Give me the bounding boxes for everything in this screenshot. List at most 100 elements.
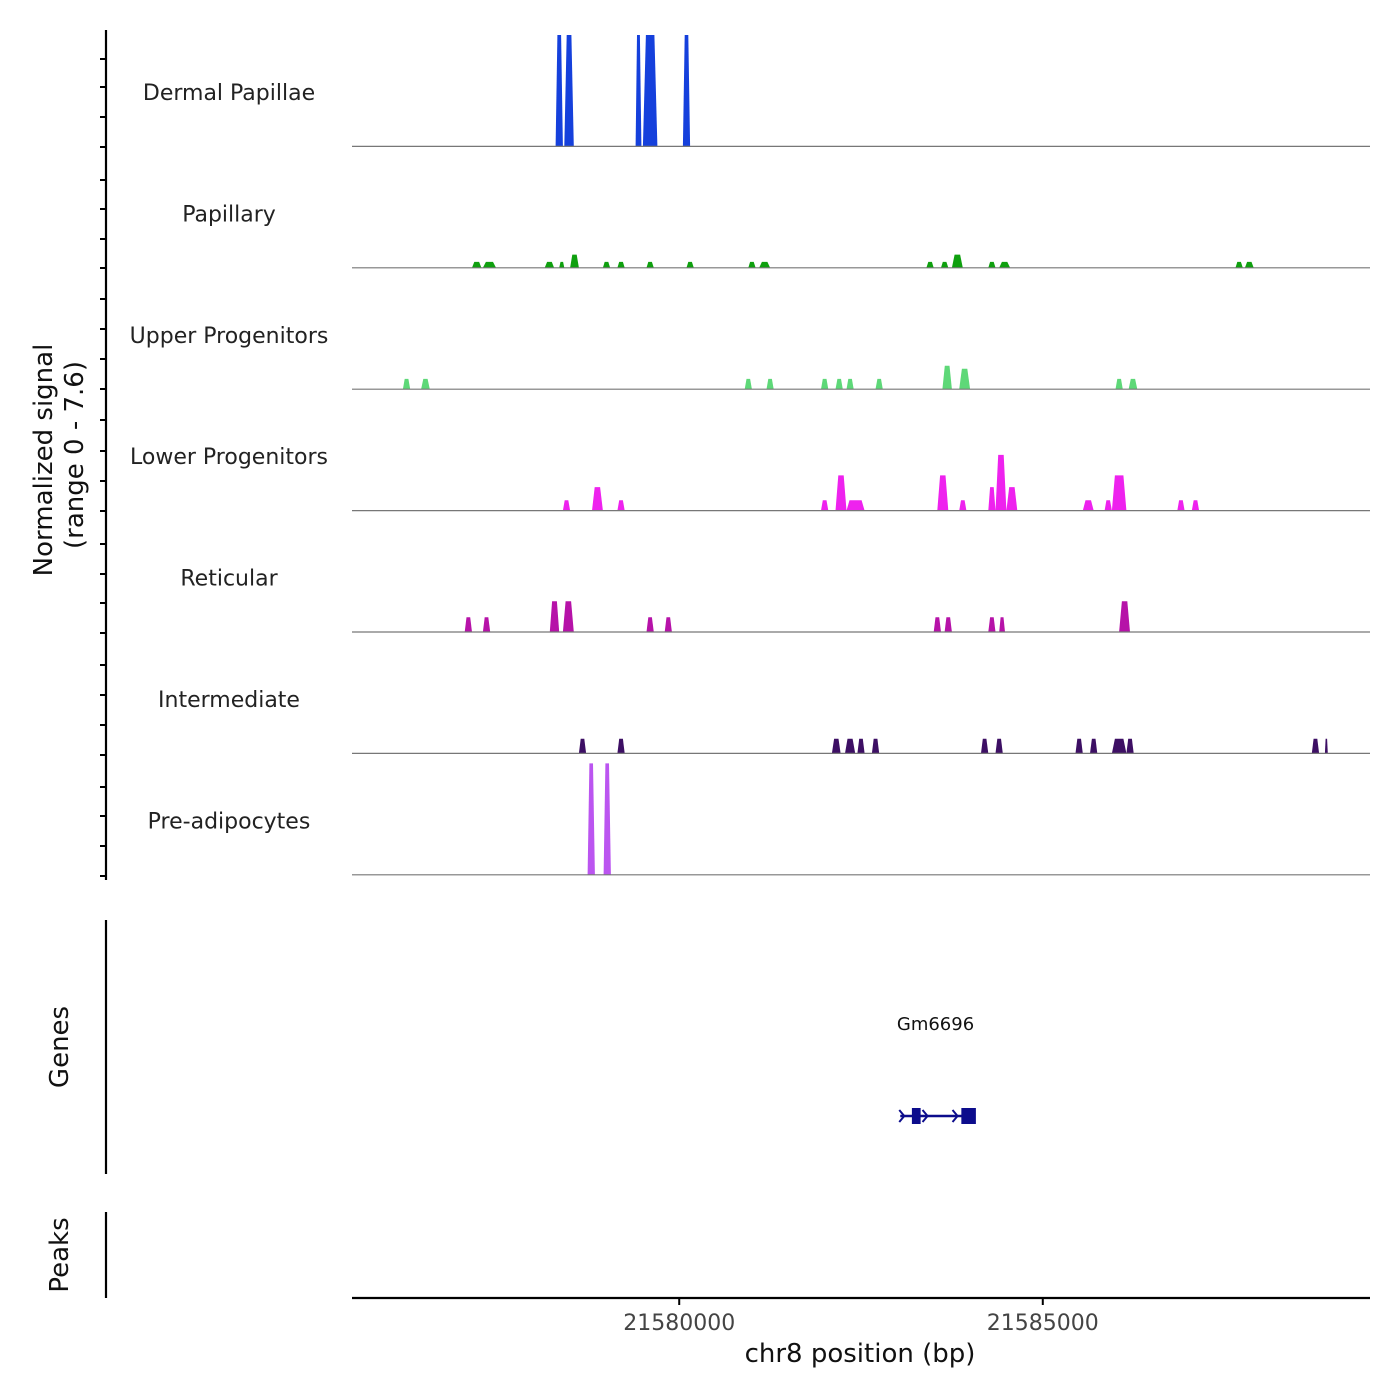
- track-intermediate: Intermediate: [158, 688, 1370, 755]
- peak-intermediate-7: [995, 738, 1003, 754]
- peak-dermal-papillae-3: [642, 35, 658, 147]
- peak-lower-progenitors-12: [1104, 500, 1112, 511]
- y-axis-title: Normalized signal: [29, 344, 59, 577]
- x-axis-ticks: 21580000 21585000: [623, 1298, 1099, 1336]
- peak-intermediate-12: [1311, 738, 1320, 754]
- peak-upper-progenitors-3: [766, 378, 774, 390]
- peak-dermal-papillae-4: [682, 35, 691, 147]
- peak-intermediate-2: [831, 738, 841, 754]
- peak-lower-progenitors-10: [1006, 487, 1018, 511]
- track-label-intermediate: Intermediate: [158, 688, 300, 713]
- peak-upper-progenitors-7: [875, 378, 883, 390]
- peak-papillary-12: [941, 261, 949, 268]
- x-axis-title: chr8 position (bp): [745, 1339, 976, 1369]
- peak-papillary-13: [951, 254, 963, 268]
- peak-reticular-10: [1119, 601, 1130, 632]
- peak-papillary-0: [472, 261, 482, 268]
- peak-lower-progenitors-15: [1191, 500, 1200, 511]
- peak-intermediate-11: [1126, 738, 1134, 754]
- peak-papillary-4: [570, 254, 579, 268]
- peak-reticular-0: [464, 617, 472, 632]
- peak-lower-progenitors-6: [937, 475, 949, 511]
- peak-reticular-5: [664, 617, 672, 632]
- peak-lower-progenitors-2: [617, 500, 625, 511]
- genes-panel-label: Genes: [45, 1006, 75, 1088]
- peak-reticular-4: [646, 617, 654, 632]
- peak-lower-progenitors-1: [592, 487, 603, 511]
- peak-intermediate-0: [578, 738, 587, 754]
- peak-upper-progenitors-2: [744, 378, 752, 390]
- peak-dermal-papillae-0: [555, 35, 563, 147]
- peak-papillary-6: [617, 261, 625, 268]
- peak-lower-progenitors-13: [1111, 475, 1127, 511]
- peak-papillary-2: [544, 261, 555, 268]
- track-label-papillary: Papillary: [182, 202, 276, 227]
- peak-intermediate-10: [1111, 738, 1127, 754]
- peak-upper-progenitors-4: [821, 378, 829, 390]
- peak-intermediate-5: [871, 738, 880, 754]
- peak-papillary-9: [748, 261, 756, 268]
- peak-intermediate-9: [1090, 738, 1098, 754]
- track-lower-progenitors: Lower Progenitors: [130, 445, 1370, 512]
- track-label-upper-progenitors: Upper Progenitors: [130, 324, 329, 349]
- peak-lower-progenitors-4: [835, 475, 847, 511]
- peak-upper-progenitors-6: [846, 378, 854, 390]
- peak-reticular-8: [988, 617, 996, 632]
- track-label-lower-progenitors: Lower Progenitors: [130, 445, 328, 470]
- peak-upper-progenitors-11: [1128, 378, 1138, 390]
- peak-upper-progenitors-8: [942, 365, 952, 390]
- peak-intermediate-6: [981, 738, 989, 754]
- track-papillary: Papillary: [182, 202, 1370, 269]
- peak-dermal-papillae-2: [635, 35, 642, 147]
- peak-papillary-16: [1235, 261, 1243, 268]
- peak-papillary-5: [602, 261, 611, 268]
- peak-lower-progenitors-9: [995, 454, 1007, 511]
- peak-lower-progenitors-8: [988, 487, 996, 511]
- peak-papillary-14: [988, 261, 996, 268]
- gene-exon-gm6696-0: [911, 1108, 921, 1124]
- peak-lower-progenitors-14: [1177, 500, 1185, 511]
- peak-papillary-17: [1244, 261, 1254, 268]
- peak-reticular-2: [549, 601, 560, 632]
- peak-upper-progenitors-10: [1115, 378, 1123, 390]
- gene-name-gm6696: Gm6696: [897, 1014, 974, 1035]
- peak-papillary-8: [686, 261, 694, 268]
- x-tick-label-0: 21580000: [623, 1311, 735, 1336]
- track-label-reticular: Reticular: [180, 567, 278, 592]
- peak-intermediate-13: [1324, 738, 1328, 754]
- gene-annotations: Gm6696: [897, 1014, 976, 1124]
- peak-lower-progenitors-3: [821, 500, 829, 511]
- peak-papillary-1: [482, 261, 496, 268]
- track-label-pre-adipocytes: Pre-adipocytes: [148, 809, 311, 834]
- peak-pre-adipocytes-0: [587, 763, 595, 875]
- track-label-dermal-papillae: Dermal Papillae: [143, 81, 315, 106]
- track-pre-adipocytes: Pre-adipocytes: [148, 763, 1370, 876]
- peak-reticular-9: [999, 617, 1005, 632]
- peak-papillary-11: [926, 261, 934, 268]
- gene-exon-gm6696-1: [961, 1108, 976, 1124]
- strand-arrow-gm6696-1: [921, 1109, 929, 1123]
- peak-papillary-7: [646, 261, 654, 268]
- peak-lower-progenitors-11: [1082, 500, 1094, 511]
- peak-upper-progenitors-0: [402, 378, 411, 390]
- peak-dermal-papillae-1: [564, 35, 574, 147]
- peak-reticular-6: [933, 617, 941, 632]
- track-upper-progenitors: Upper Progenitors: [130, 324, 1370, 390]
- signal-y-axis-ticks: [100, 58, 106, 877]
- peak-reticular-1: [482, 617, 491, 632]
- y-axis-range-label: (range 0 - 7.6): [60, 361, 90, 549]
- strand-arrow-gm6696-0: [898, 1109, 906, 1123]
- peak-upper-progenitors-5: [835, 378, 843, 390]
- peak-reticular-7: [944, 617, 952, 632]
- peak-intermediate-4: [857, 738, 865, 754]
- strand-arrow-gm6696-2: [951, 1109, 959, 1123]
- peak-papillary-10: [759, 261, 771, 268]
- peak-lower-progenitors-7: [959, 500, 967, 511]
- peak-pre-adipocytes-1: [603, 763, 611, 875]
- peak-intermediate-1: [617, 738, 625, 754]
- peak-reticular-3: [562, 601, 574, 632]
- peak-upper-progenitors-9: [959, 368, 971, 390]
- peak-lower-progenitors-0: [562, 500, 571, 511]
- track-dermal-papillae: Dermal Papillae: [143, 35, 1370, 147]
